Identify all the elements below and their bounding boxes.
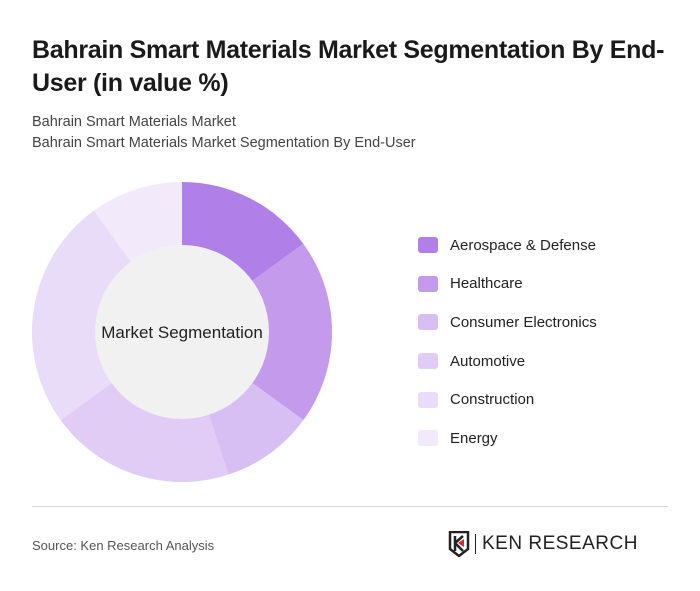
legend-item: Healthcare	[418, 265, 597, 304]
legend-item: Aerospace & Defense	[418, 226, 597, 265]
legend-swatch	[418, 353, 438, 370]
legend-label: Consumer Electronics	[450, 313, 597, 331]
legend-swatch	[418, 275, 438, 292]
divider	[32, 506, 668, 507]
donut-hole	[95, 245, 269, 419]
legend-swatch	[418, 237, 438, 254]
legend-swatch	[418, 391, 438, 408]
ken-research-logo: KEN RESEARCH	[448, 531, 638, 557]
ken-logo-icon	[448, 531, 470, 557]
legend: Aerospace & Defense Healthcare Consumer El…	[418, 226, 597, 458]
legend-swatch	[418, 430, 438, 447]
legend-label: Healthcare	[450, 275, 523, 293]
legend-label: Aerospace & Defense	[450, 236, 596, 254]
logo-text: KEN RESEARCH	[482, 533, 638, 554]
legend-label: Automotive	[450, 352, 526, 370]
legend-label: Energy	[450, 429, 498, 447]
center-label: Market Segmentation	[101, 323, 263, 342]
legend-item: Consumer Electronics	[418, 303, 597, 342]
source-text: Source: Ken Research Analysis	[32, 538, 215, 553]
legend-swatch	[418, 314, 438, 331]
legend-item: Energy	[418, 419, 597, 458]
legend-item: Automotive	[418, 342, 597, 381]
subtitle-segmentation: Bahrain Smart Materials Market Segmentat…	[32, 135, 416, 151]
legend-item: Construction	[418, 380, 597, 419]
chart-title: Bahrain Smart Materials Market Segmentat…	[32, 36, 665, 97]
subtitle-market: Bahrain Smart Materials Market	[32, 114, 236, 130]
legend-label: Construction	[450, 391, 535, 409]
